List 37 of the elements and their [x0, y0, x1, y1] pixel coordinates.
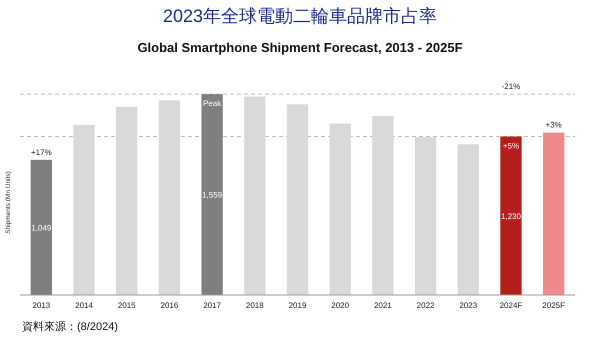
- data-label: 1,230: [500, 212, 522, 221]
- annotation: +17%: [31, 148, 52, 157]
- annotation: +3%: [546, 120, 562, 130]
- x-tick-label: 2017: [203, 301, 222, 310]
- bar: [116, 106, 138, 295]
- x-tick-label: 2015: [118, 301, 136, 310]
- bar: [30, 160, 52, 295]
- bar: [330, 124, 351, 295]
- chart-subtitle: Global Smartphone Shipment Forecast, 2013 - 2025F: [137, 40, 463, 55]
- bar: [201, 94, 223, 295]
- x-tick-label: 2020: [331, 301, 350, 310]
- x-tick-label: 2024F: [500, 301, 522, 310]
- x-tick-label: 2025F: [542, 301, 566, 310]
- bar: [372, 116, 394, 295]
- bar: [158, 100, 180, 295]
- annotation: +5%: [502, 142, 520, 150]
- x-tick-label: 2013: [32, 301, 51, 310]
- annotation: Peak: [203, 99, 222, 108]
- chart-title: 2023年全球電動二輪車品牌市占率: [162, 6, 438, 26]
- x-tick-label: 2023: [459, 301, 478, 310]
- data-label: 1,049: [31, 223, 52, 232]
- bar: [73, 124, 95, 295]
- annotation: -21%: [502, 82, 520, 92]
- data-label: 1,559: [202, 190, 223, 200]
- bar: [500, 136, 522, 295]
- source-note: 資料來源：(8/2024): [22, 320, 118, 333]
- x-tick-label: 2022: [416, 301, 436, 310]
- x-tick-label: 2019: [288, 301, 307, 310]
- bar: [244, 96, 266, 295]
- x-tick-label: 2014: [75, 301, 94, 310]
- x-tick-label: 2021: [374, 301, 392, 310]
- x-tick-label: 2018: [246, 301, 264, 310]
- bar: [458, 144, 479, 295]
- x-tick-label: 2016: [160, 301, 179, 310]
- bar: [286, 104, 308, 295]
- bar: [414, 137, 436, 295]
- bar: [542, 132, 564, 295]
